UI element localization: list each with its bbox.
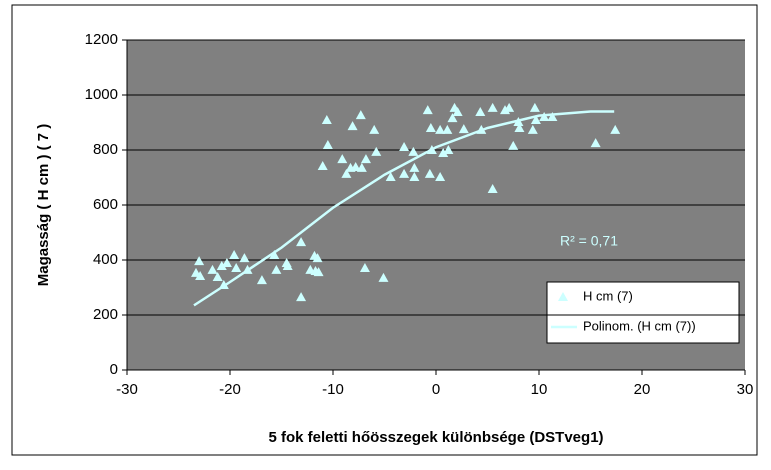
data-point — [359, 262, 370, 272]
data-point — [355, 110, 366, 120]
data-point — [313, 267, 324, 277]
data-point — [269, 250, 280, 260]
data-point — [409, 171, 420, 181]
data-point — [356, 162, 367, 172]
data-point — [207, 264, 218, 274]
data-point — [487, 184, 498, 194]
data-point — [610, 124, 621, 134]
data-point — [504, 102, 515, 112]
legend — [546, 281, 740, 344]
data-point — [321, 115, 332, 125]
r2-annotation: R² = 0,71 — [560, 233, 618, 249]
data-point — [475, 107, 486, 117]
data-point — [399, 141, 410, 151]
data-point — [529, 102, 540, 112]
data-point — [530, 115, 541, 125]
data-point — [360, 154, 371, 164]
data-point — [452, 107, 463, 117]
data-point — [422, 105, 433, 115]
x-tick-label: 30 — [737, 381, 754, 398]
data-point — [458, 124, 469, 134]
data-point — [312, 253, 323, 263]
data-point — [408, 146, 419, 156]
legend-label: Polinom. (H cm (7)) — [583, 318, 696, 333]
data-point — [514, 123, 525, 132]
data-point — [322, 140, 333, 150]
data-point — [378, 272, 389, 282]
data-point — [447, 113, 458, 123]
x-tick-label: -20 — [219, 381, 241, 398]
data-point — [221, 258, 232, 268]
data-point — [350, 162, 361, 172]
data-point — [194, 256, 205, 266]
y-axis-label: Magasság ( H cm ) ( 7 ) — [35, 124, 52, 287]
data-point — [296, 237, 307, 247]
x-tick-label: -30 — [116, 381, 138, 398]
data-point — [229, 250, 240, 260]
data-point — [271, 264, 282, 274]
data-point — [337, 154, 348, 164]
data-point — [547, 112, 558, 121]
data-point — [282, 261, 293, 271]
legend-label: H cm (7) — [583, 288, 633, 303]
x-tick-label: 0 — [432, 381, 440, 398]
x-axis-label: 5 fok feletti hőösszegek különbsége (DST… — [268, 429, 603, 446]
y-tick-label: 0 — [110, 361, 118, 378]
data-point — [239, 253, 250, 263]
data-point — [317, 160, 328, 170]
y-tick-label: 1200 — [85, 31, 118, 48]
trend-line — [193, 110, 615, 307]
data-point — [425, 123, 436, 132]
data-point — [256, 275, 267, 285]
data-point — [347, 121, 358, 131]
data-point — [527, 124, 538, 134]
x-tick-label: 20 — [634, 381, 651, 398]
legend-marker — [558, 292, 568, 301]
y-tick-label: 1000 — [85, 86, 118, 103]
data-point — [438, 148, 449, 158]
y-tick-label: 600 — [93, 196, 118, 213]
data-point — [369, 124, 380, 134]
data-point — [231, 262, 242, 272]
data-point — [385, 171, 396, 181]
y-tick-label: 800 — [93, 141, 118, 158]
x-tick-label: -10 — [322, 381, 344, 398]
y-tick-label: 200 — [93, 306, 118, 323]
data-point — [399, 168, 410, 178]
data-point — [424, 168, 435, 178]
data-point — [212, 272, 223, 282]
data-point — [487, 102, 498, 112]
y-tick-label: 400 — [93, 251, 118, 268]
data-point — [371, 146, 382, 156]
data-point — [442, 124, 453, 134]
data-point — [435, 124, 446, 134]
data-point — [508, 140, 519, 150]
data-point — [435, 171, 446, 181]
data-point — [296, 292, 307, 302]
data-point — [443, 145, 454, 154]
data-point — [590, 138, 601, 148]
x-tick-label: 10 — [531, 381, 548, 398]
data-point — [409, 162, 420, 172]
data-point — [341, 168, 352, 178]
data-point — [539, 112, 550, 121]
data-point — [195, 270, 206, 280]
data-point — [216, 261, 227, 271]
